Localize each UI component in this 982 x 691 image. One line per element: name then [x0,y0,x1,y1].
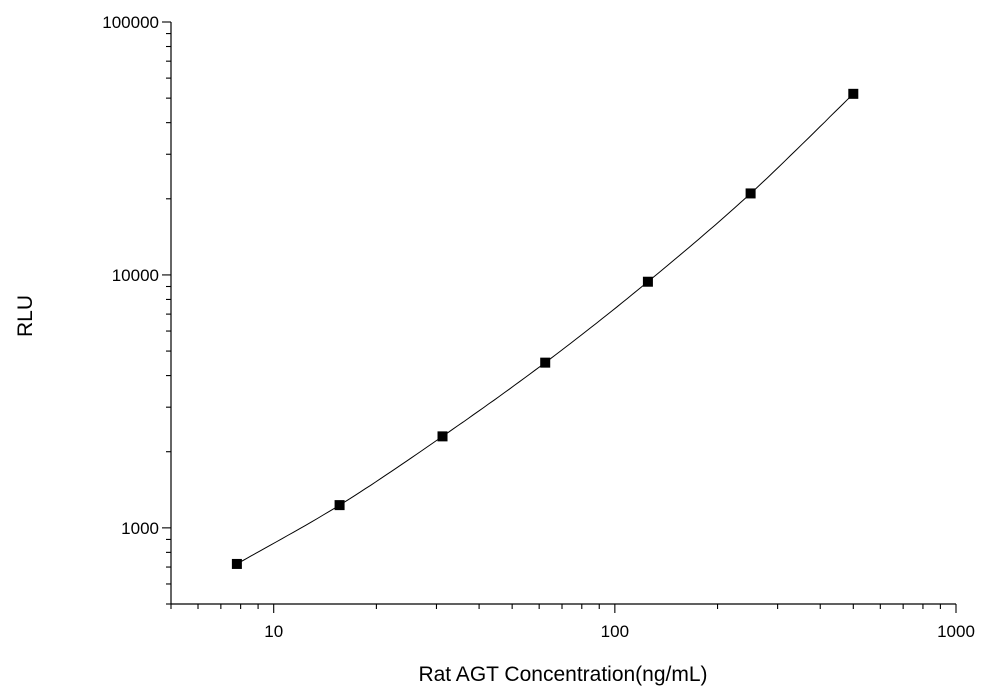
fit-curve [236,93,854,565]
axes [170,22,956,605]
x-tick-label: 1000 [937,622,975,641]
data-point [848,88,859,99]
data-point [642,276,653,287]
data-point [745,188,756,199]
x-axis-ticks: 10 100 1000 [170,604,975,641]
x-axis-title: Rat AGT Concentration(ng/mL) [418,663,707,686]
y-axis-ticks: 1000 10000 100000 [102,13,171,605]
data-point [437,431,448,442]
y-axis-title: RLU [14,295,37,337]
data-point [231,558,242,569]
fit-curve-group [236,93,854,565]
y-tick-label: 10000 [112,266,159,285]
data-points [231,88,859,569]
x-tick-label: 100 [601,622,629,641]
y-tick-label: 100000 [102,13,159,32]
data-point [334,500,345,511]
x-tick-label: 10 [264,622,283,641]
data-point [540,357,551,368]
y-tick-label: 1000 [121,519,159,538]
